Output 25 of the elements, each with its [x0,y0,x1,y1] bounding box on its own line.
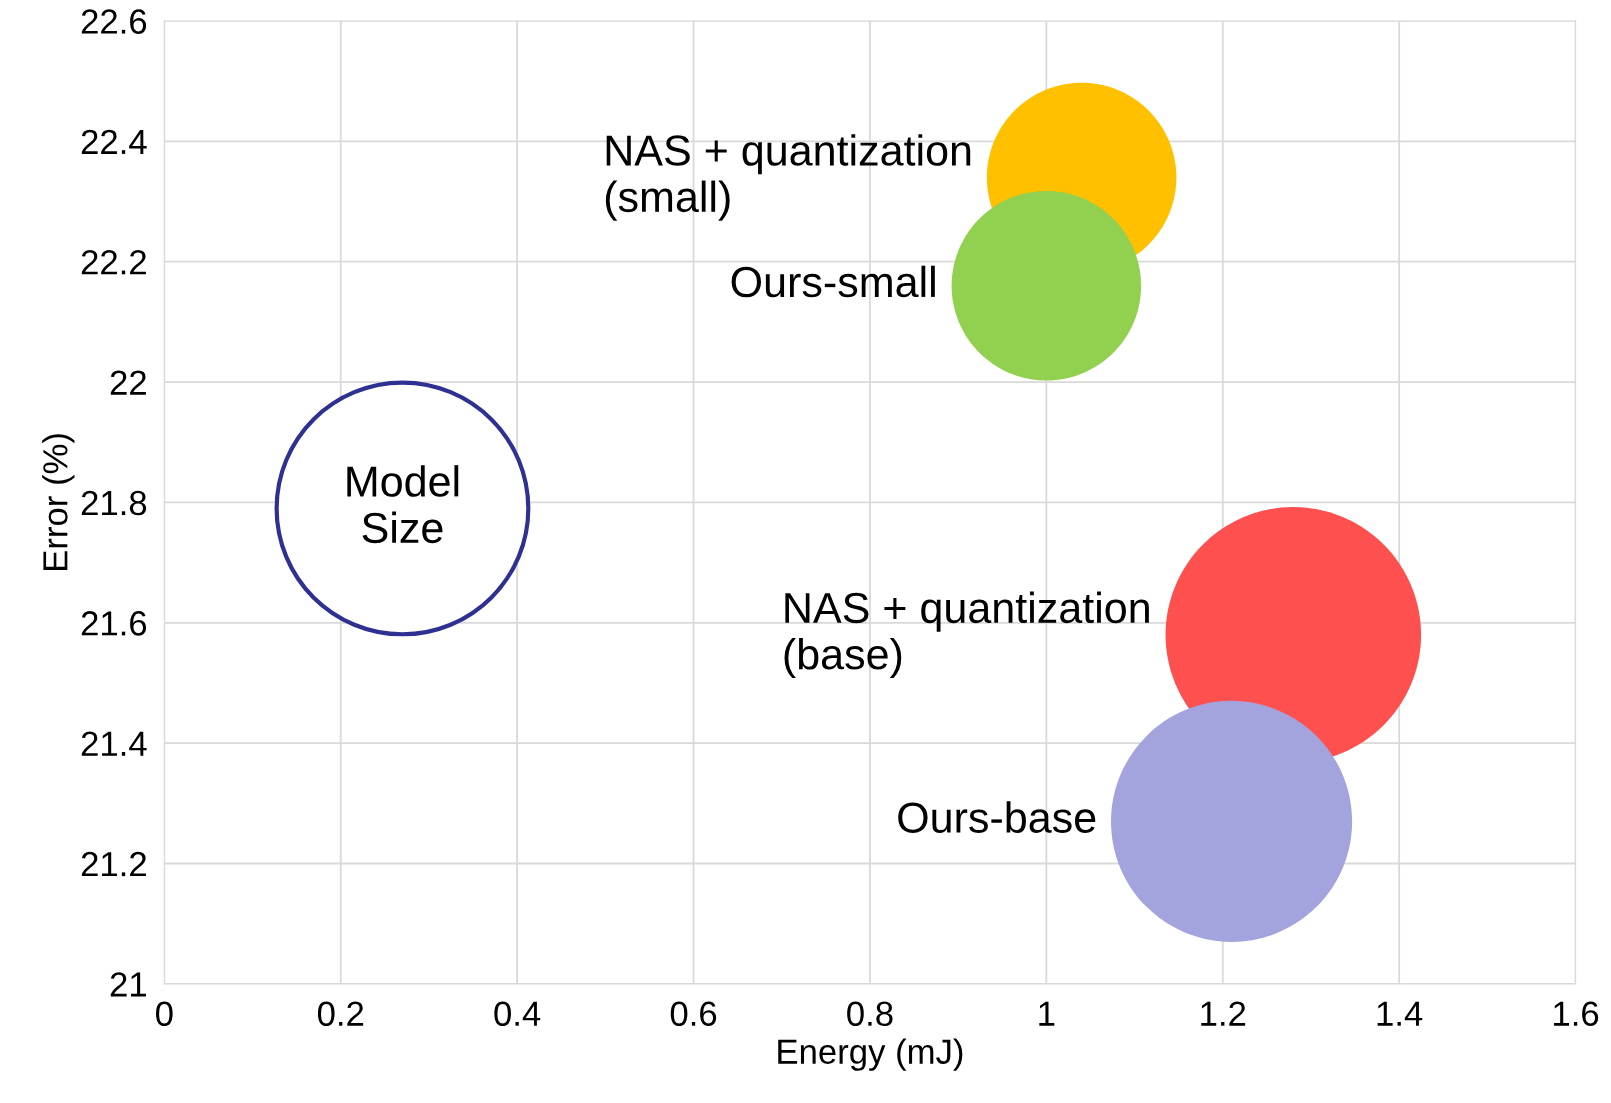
x-tick-label: 1.2 [1201,1001,1246,1026]
y-tick-label: 21.4 [81,731,147,756]
x-tick-label: 0.6 [670,1001,717,1027]
y-tick-label: 22.2 [81,250,146,275]
y-tick-label: 21.2 [81,851,146,877]
series-label: Ours-small [731,265,935,298]
series-label: NAS + quantization (small) [605,134,971,221]
y-tick-label: 21.6 [81,611,147,636]
x-tick-label: 0 [156,1001,173,1027]
x-tick-label: 0.8 [847,1001,893,1027]
x-tick-label: 1.6 [1554,1001,1599,1027]
x-tick-label: 1 [1039,1001,1055,1026]
x-axis-title: Energy (mJ) [778,1038,963,1071]
y-tick-label: 21.8 [81,490,147,516]
y-tick-label: 22.4 [81,129,147,154]
y-tick-label: 22.6 [81,9,147,34]
y-tick-label: 21 [110,972,146,997]
series-label: Model Size [347,465,459,544]
x-tick-label: 0.2 [317,1001,364,1027]
series-label: NAS + quantization (base) [784,591,1149,679]
x-tick-label: 1.4 [1377,1001,1423,1026]
y-axis-title: Error (%) [42,434,75,570]
y-tick-label: 22 [110,370,146,395]
x-tick-label: 0.4 [494,1001,541,1027]
series-label: Ours-base [898,801,1096,833]
